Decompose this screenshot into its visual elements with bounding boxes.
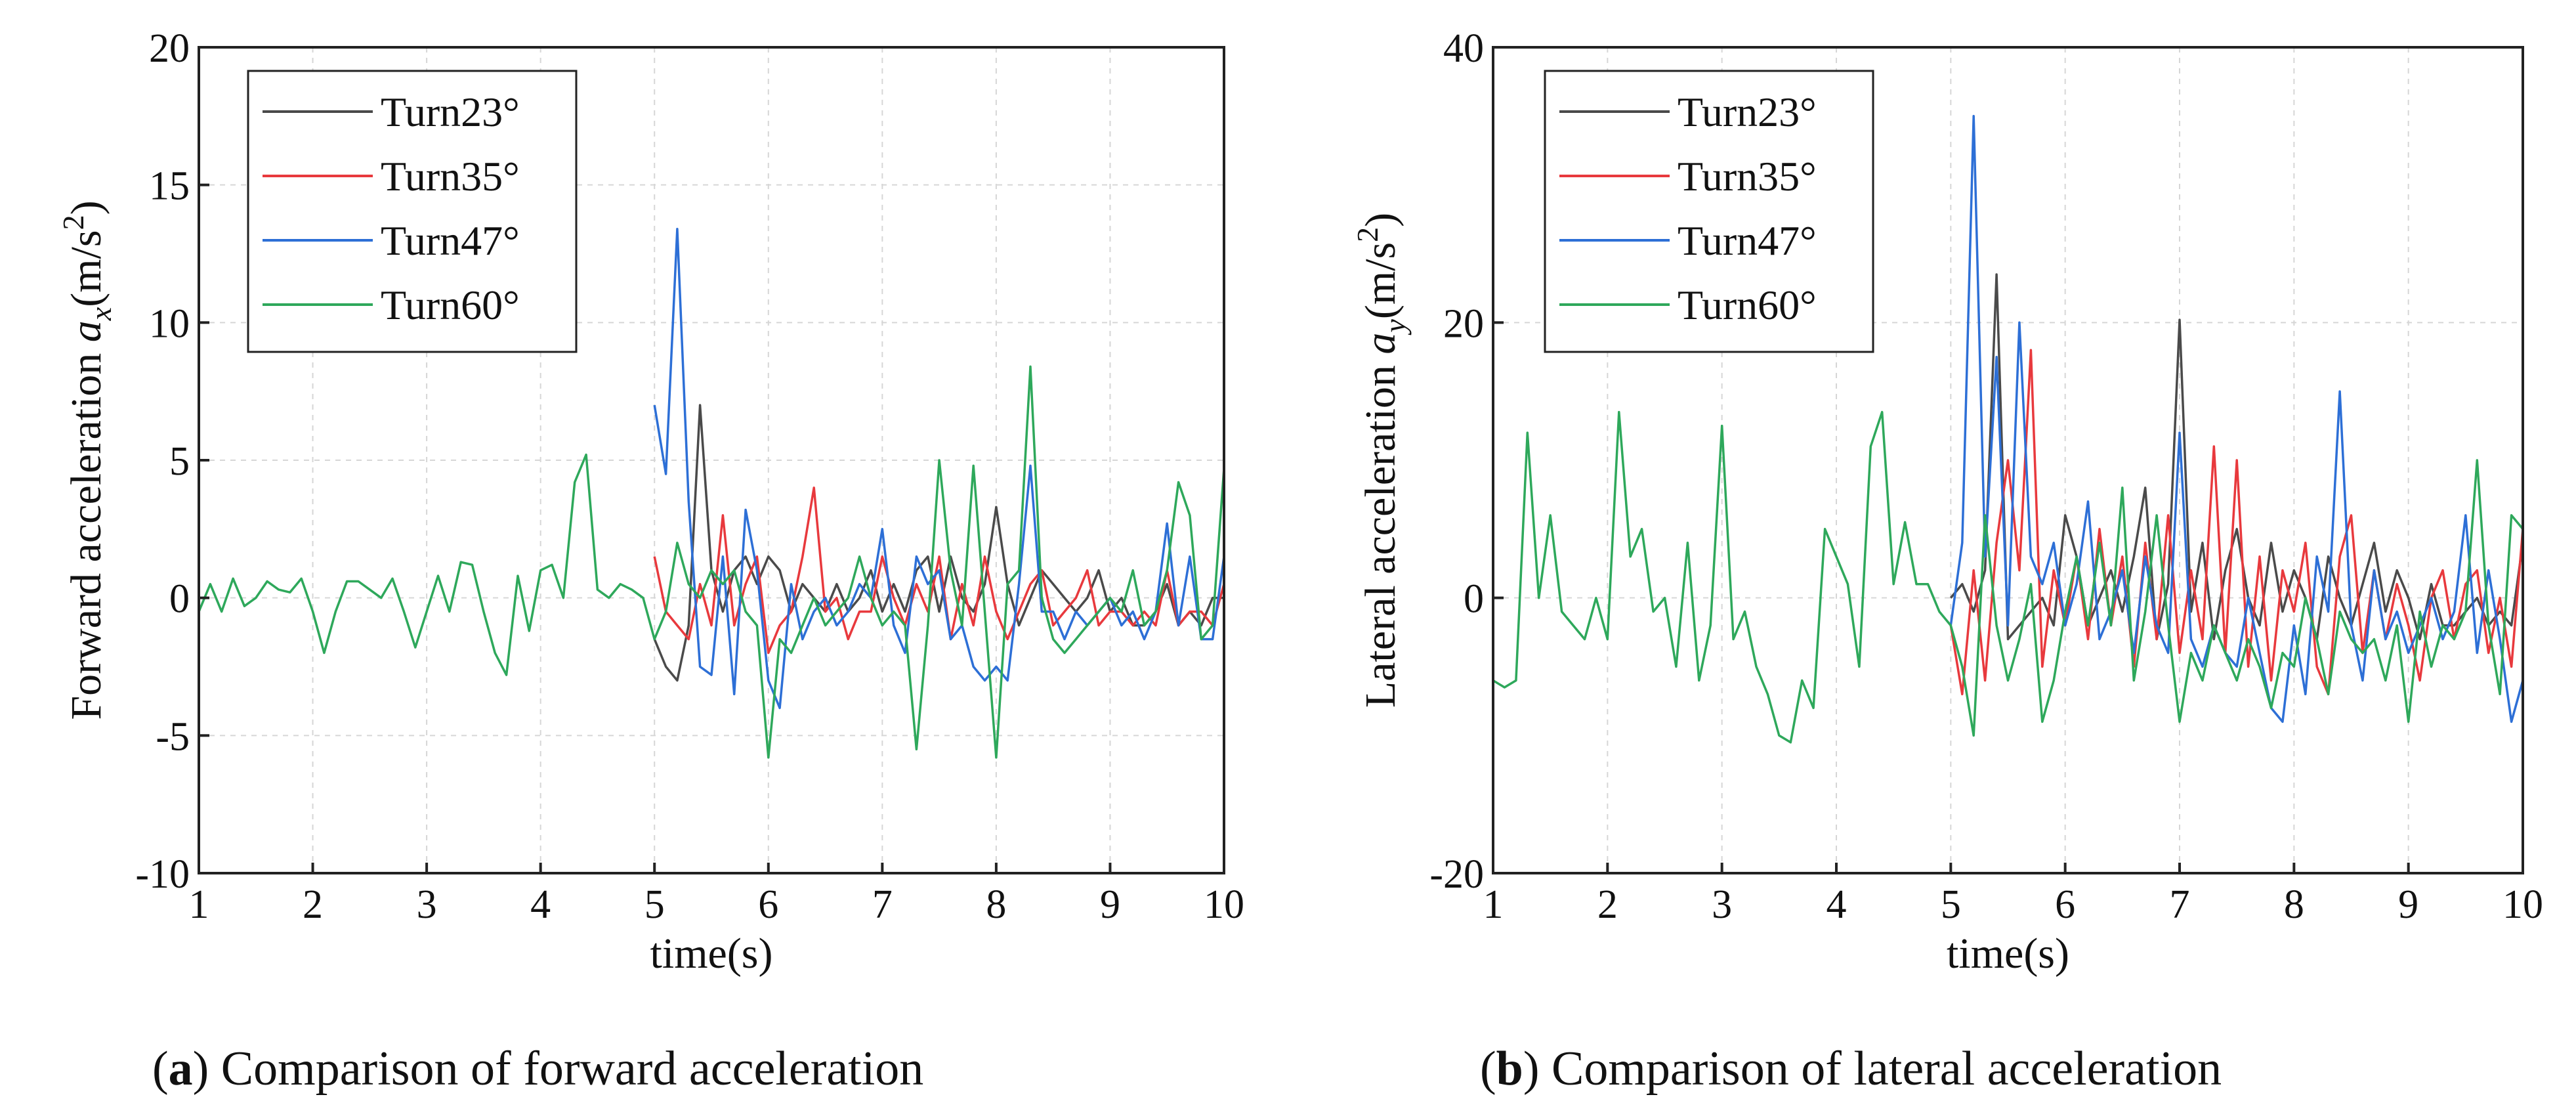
legend-label-turn35: Turn35° [381,153,520,200]
chart-panel-lateral: 1 2 3 4 5 6 7 8 9 10 -20 0 20 40 time(s) Lateral accele… [1288,0,2576,1120]
y-axis-title-exp: 2 [56,215,90,230]
plot-area [198,228,1225,759]
legend-label-turn47: Turn47° [1678,217,1817,264]
legend-label-turn35: Turn35° [1678,153,1817,200]
y-axis-title-var: a [62,320,110,342]
grid [199,47,1224,873]
y-axis-title-text: Lateral acceleration [1357,355,1404,708]
axes-frame [1492,46,2524,874]
series-line-turn60 [198,365,1225,759]
y-tick-label: 20 [1443,301,1484,346]
plot-area [1492,115,2524,744]
y-axis-title-unit: (m/s [62,230,110,307]
x-tick-label: 6 [758,882,778,927]
series-line-turn35 [653,486,1225,655]
y-tick-label: 40 [1443,26,1484,71]
y-axis-title-close: ) [62,200,110,215]
legend-label-turn23: Turn23° [381,89,520,135]
series-line-turn47 [653,228,1225,710]
y-tick-label: -10 [135,852,190,897]
y-tick-label: -20 [1429,852,1484,897]
chart-panel-forward: 1 2 3 4 5 6 7 8 9 10 -10 -5 0 5 10 15 20 time(s) Forward a… [56,26,1244,1096]
x-tick-label: 7 [2170,882,2190,927]
x-tick-label: 5 [644,882,665,927]
y-axis-title-exp: 2 [1351,227,1384,242]
y-axis-title-close: ) [1357,213,1404,227]
x-axis-title: time(s) [1947,930,2069,978]
x-tick-label: 8 [986,882,1006,927]
caption-open: ( [1480,1042,1496,1096]
y-axis-title-var: a [1357,333,1404,355]
x-tick-label: 3 [417,882,437,927]
caption-letter: a [169,1042,193,1096]
axis-ticks: 1 2 3 4 5 6 7 8 9 10 -10 -5 0 5 10 15 20 [135,26,1244,927]
series-line-turn60 [1492,410,2524,744]
y-tick-label: 10 [149,301,190,346]
figure-caption: (b) Comparison of lateral acceleration [1480,1042,2222,1096]
x-tick-label: 1 [1483,882,1504,927]
caption-open: ( [152,1042,169,1096]
x-tick-label: 10 [1204,882,1244,927]
legend: Turn23° Turn35° Turn47° Turn60° [1544,70,1874,353]
y-tick-label: 5 [169,439,190,484]
x-tick-label: 5 [1941,882,1961,927]
x-tick-label: 8 [2284,882,2304,927]
series-line-turn47 [1949,115,2524,723]
axis-ticks: 1 2 3 4 5 6 7 8 9 10 -20 0 20 40 [1429,26,2543,927]
x-tick-label: 4 [530,882,551,927]
caption-text: ) Comparison of lateral acceleration [1523,1042,2222,1096]
x-tick-label: 2 [1597,882,1618,927]
legend-label-turn47: Turn47° [381,217,520,264]
figure-caption: (a) Comparison of forward acceleration [152,1042,923,1096]
y-axis-title-sub: x [84,307,117,321]
lateral-acceleration-chart: 1 2 3 4 5 6 7 8 9 10 -20 0 20 40 time(s) Lateral accele… [1351,26,2543,1096]
x-axis-title: time(s) [650,930,773,978]
caption-text: ) Comparison of forward acceleration [193,1042,924,1096]
caption-letter: b [1496,1042,1523,1096]
y-axis-title: Forward acceleration ax(m/s2) [56,200,117,720]
x-tick-label: 10 [2502,882,2543,927]
y-tick-label: 15 [149,164,190,209]
y-tick-label: 20 [149,26,190,71]
legend-label-turn60: Turn60° [1678,282,1817,328]
x-tick-label: 9 [2398,882,2418,927]
y-tick-label: -5 [156,714,190,759]
series-line-turn23 [1949,273,2524,641]
y-axis-title-text: Forward acceleration [62,342,110,720]
series-line-turn35 [1949,349,2524,696]
y-axis-title-unit: (m/s [1357,242,1404,319]
x-tick-label: 3 [1712,882,1732,927]
y-tick-label: 0 [169,577,190,622]
legend-label-turn60: Turn60° [381,282,520,328]
x-tick-label: 6 [2055,882,2075,927]
series-line-turn23 [653,404,1224,682]
x-tick-label: 2 [303,882,323,927]
y-tick-label: 0 [1464,577,1484,622]
x-tick-label: 1 [189,882,209,927]
x-tick-label: 9 [1100,882,1120,927]
legend: Turn23° Turn35° Turn47° Turn60° [247,70,578,353]
x-tick-label: 7 [872,882,893,927]
x-tick-label: 4 [1826,882,1847,927]
legend-label-turn23: Turn23° [1678,89,1817,135]
y-axis-title: Lateral acceleration ay(m/s2) [1351,213,1412,708]
y-axis-title-sub: y [1378,319,1412,335]
forward-acceleration-chart: 1 2 3 4 5 6 7 8 9 10 -10 -5 0 5 10 15 20 time(s) Forward a… [56,26,1244,1096]
